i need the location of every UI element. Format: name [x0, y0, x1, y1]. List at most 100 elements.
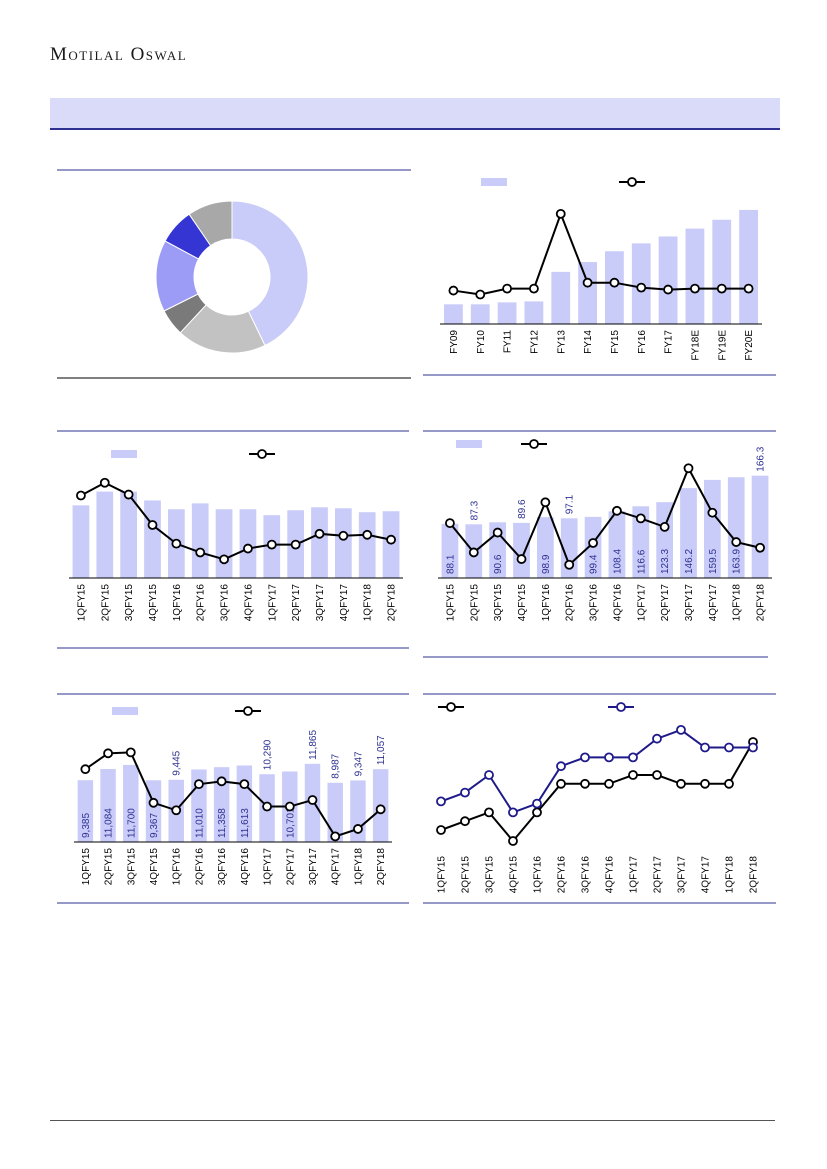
tick-label: 2QFY17: [653, 856, 664, 894]
tick-label: 4QFY17: [701, 856, 712, 894]
chart-quarterly-lines: 1QFY15 2QFY15 3QFY15 4QFY15 1QFY16 2QFY16 3QFY…: [436, 702, 760, 894]
line-point: [448, 285, 459, 296]
line-point: [700, 742, 710, 753]
tick-label: 2QFY18: [749, 856, 760, 894]
data-label: 9,445: [172, 750, 183, 775]
tick-label: 1QFY17: [629, 856, 640, 894]
tick-label: 3QFY17: [315, 584, 326, 622]
tick-label: 2QFY15: [104, 848, 115, 886]
bar: [608, 511, 626, 578]
line-point: [194, 779, 204, 790]
bar: [712, 219, 732, 324]
tick-label: 2QFY17: [285, 848, 296, 886]
line-point: [652, 770, 662, 780]
line-point: [171, 805, 182, 816]
tick-label: 2QFY16: [557, 856, 568, 894]
tick-label: 1QFY15: [76, 584, 87, 622]
tick-label: 3QFY17: [684, 584, 695, 622]
tick-label: 4QFY16: [612, 584, 623, 622]
bar: [144, 500, 161, 578]
bar: [658, 236, 678, 324]
bar: [441, 523, 459, 578]
legend-bar-swatch: [111, 450, 137, 458]
section-banner: [50, 98, 780, 130]
line-point: [636, 282, 647, 293]
line-point: [628, 752, 638, 763]
tick-label: FY14: [583, 330, 594, 354]
line-point: [716, 283, 727, 294]
line-point: [588, 538, 598, 548]
legend-line-marker: [257, 449, 267, 459]
tick-label: 2QFY18: [387, 584, 398, 622]
data-label: 9,385: [81, 813, 92, 838]
line-point: [195, 547, 206, 558]
tick-label: 4QFY17: [339, 584, 350, 622]
line-point: [652, 733, 662, 744]
bar: [524, 301, 544, 324]
line-point: [724, 742, 734, 753]
tick-label: 3QFY16: [589, 584, 600, 622]
series-line: [84, 751, 382, 838]
data-label: 146.2: [684, 549, 695, 574]
line-point: [243, 543, 253, 554]
tick-label: 3QFY15: [485, 856, 496, 894]
bar: [513, 522, 530, 578]
tick-label: 4QFY16: [605, 856, 616, 894]
tick-label: FY13: [556, 330, 567, 354]
line-point: [436, 796, 446, 807]
data-label: 8,987: [331, 753, 342, 778]
tick-label: FY17: [664, 330, 675, 354]
line-point: [484, 807, 494, 818]
bar: [239, 509, 257, 578]
tick-label: FY15: [610, 330, 621, 354]
line-point: [707, 507, 718, 518]
tick-label: 3QFY15: [493, 584, 504, 622]
tick-label: 3QFY16: [220, 584, 231, 622]
tick-label: FY11: [503, 330, 514, 354]
line-point: [147, 520, 158, 530]
series-line: [449, 465, 761, 567]
data-label: 89.6: [517, 499, 528, 519]
tick-label: 1QFY17: [263, 848, 274, 886]
tick-label: 1QFY16: [533, 856, 544, 894]
line-point: [540, 497, 551, 508]
chart-quarterly-b: 88.1 1QFY15 87.3 2QFY15 90.6 3QFY15 89.6 4QFY15…: [438, 439, 772, 622]
bar: [497, 302, 517, 324]
tick-label: 2QFY15: [100, 584, 111, 622]
line-point: [609, 277, 620, 288]
data-label: 10,290: [263, 739, 274, 770]
tick-label: 3QFY16: [217, 848, 228, 886]
tick-label: 1QFY15: [437, 856, 448, 894]
bar: [191, 503, 209, 578]
line-point: [239, 779, 250, 790]
bar: [537, 517, 554, 578]
bar: [77, 780, 94, 842]
tick-label: 4QFY17: [708, 584, 719, 622]
line-point: [635, 513, 646, 524]
tick-label: 4QFY15: [149, 848, 160, 886]
line-point: [604, 778, 614, 789]
tick-label: 3QFY17: [677, 856, 688, 894]
chart-quarterly-c: 9,385 1QFY15 11,084 2QFY15 11,700 3QFY15 9,367…: [74, 706, 392, 886]
line-point: [556, 761, 566, 772]
bar: [578, 262, 597, 324]
bar: [632, 506, 650, 578]
bar: [751, 475, 769, 578]
line-point: [262, 801, 272, 812]
line-point: [362, 529, 373, 540]
bar: [739, 209, 758, 324]
line-point: [307, 795, 318, 805]
footer-rule: [50, 1120, 775, 1121]
line-point: [580, 778, 590, 789]
tick-label: 1QFY18: [725, 856, 736, 894]
bar: [727, 477, 745, 578]
bar: [213, 767, 230, 842]
line-point: [628, 770, 638, 780]
bar: [123, 764, 139, 842]
legend-line-marker: [243, 706, 253, 716]
line-point: [314, 528, 325, 539]
bar: [605, 251, 624, 324]
line-point: [445, 518, 455, 529]
bar: [327, 782, 343, 842]
